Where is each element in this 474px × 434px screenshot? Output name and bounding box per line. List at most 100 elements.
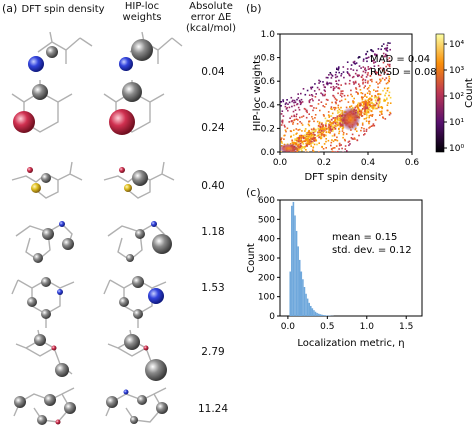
- heatmap-cell: [386, 97, 388, 100]
- heatmap-cell: [325, 103, 327, 105]
- heatmap-cells: [280, 42, 392, 152]
- heatmap-cell: [364, 93, 366, 96]
- heatmap-cell: [347, 141, 350, 143]
- heatmap-cell: [382, 43, 385, 45]
- heatmap-cell: [337, 150, 339, 152]
- heatmap-cell: [280, 105, 282, 107]
- heatmap-cell: [371, 114, 374, 116]
- heatmap-cell: [293, 129, 295, 131]
- heatmap-cell: [362, 82, 364, 85]
- heatmap-cell: [336, 110, 339, 112]
- heatmap-cell: [336, 115, 339, 118]
- heatmap-cell: [358, 65, 361, 67]
- heatmap-cell: [355, 105, 358, 108]
- histogram-bar: [314, 311, 317, 316]
- heatmap-cell: [361, 97, 363, 100]
- heatmap-cell: [386, 109, 389, 112]
- heatmap-cell: [371, 101, 373, 104]
- heatmap-cell: [296, 139, 298, 142]
- heatmap-cell: [334, 74, 337, 76]
- heatmap-cell: [347, 101, 350, 103]
- heatmap-cell: [374, 119, 377, 121]
- heatmap-cell: [357, 93, 359, 95]
- heatmap-cell: [331, 112, 334, 115]
- heatmap-cell: [310, 145, 312, 147]
- colorbar-tick-label: 10³: [449, 66, 464, 76]
- heatmap-cell: [350, 64, 353, 66]
- heatmap-cell: [362, 96, 364, 99]
- heatmap-cell: [364, 67, 366, 69]
- heatmap-cell: [384, 99, 386, 102]
- heatmap-cell: [302, 136, 305, 138]
- heatmap-cell: [337, 87, 339, 89]
- heatmap-cell: [293, 99, 296, 102]
- heatmap-cell: [376, 71, 379, 74]
- heatmap-cell: [320, 137, 322, 140]
- heatmap-cell: [330, 122, 333, 125]
- y-tick-label: 0.6: [261, 77, 276, 87]
- heatmap-cell: [385, 53, 387, 56]
- y-tick-label: 1.0: [261, 30, 276, 40]
- heatmap-cell: [344, 98, 347, 101]
- y-tick-label: 0.2: [261, 124, 275, 134]
- heatmap-cell: [370, 97, 372, 100]
- heatmap-cell: [358, 134, 360, 137]
- heatmap-cell: [357, 109, 360, 112]
- heatmap-cell: [382, 116, 384, 118]
- heatmap-cell: [291, 100, 293, 103]
- heatmap-cell: [281, 122, 284, 124]
- heatmap-cell: [388, 75, 390, 78]
- heatmap-cell: [281, 119, 284, 122]
- heatmap-cell: [362, 78, 365, 80]
- heatmap-cell: [316, 86, 319, 89]
- heatmap-cell: [378, 97, 381, 100]
- heatmap-cell: [291, 120, 293, 122]
- heatmap-cell: [388, 65, 391, 68]
- heatmap-cell: [296, 137, 299, 139]
- heatmap-cell: [327, 126, 330, 128]
- heatmap-cell: [312, 131, 315, 134]
- heatmap-cell: [351, 95, 353, 98]
- heatmap-cell: [353, 83, 355, 85]
- heatmap-cell: [312, 129, 315, 132]
- heatmap-cell: [372, 59, 375, 62]
- heatmap-cell: [345, 133, 348, 135]
- heatmap-cell: [340, 92, 342, 95]
- heatmap-cell: [323, 128, 326, 131]
- heatmap-cell: [386, 54, 388, 57]
- heatmap-cell: [336, 116, 339, 119]
- heatmap-cell: [365, 120, 368, 122]
- heatmap-cell: [301, 101, 304, 103]
- heatmap-cell: [339, 113, 342, 116]
- heatmap-cell: [298, 148, 301, 151]
- heatmap-cell: [360, 76, 363, 78]
- heatmap-cell: [366, 73, 369, 76]
- heatmap-cell: [331, 108, 333, 110]
- heatmap-cell: [332, 85, 335, 88]
- heatmap-cell: [333, 151, 336, 152]
- heatmap-cell: [346, 150, 348, 152]
- heatmap-cell: [357, 75, 359, 78]
- heatmap-cell: [307, 135, 310, 138]
- heatmap-cell: [325, 122, 327, 125]
- histogram-bar: [313, 310, 315, 316]
- heatmap-cell: [292, 134, 295, 136]
- heatmap-cell: [373, 124, 376, 127]
- heatmap-cell: [332, 89, 335, 91]
- heatmap-cell: [388, 77, 391, 80]
- heatmap-cell: [335, 86, 338, 88]
- heatmap-cell: [314, 130, 317, 133]
- heatmap-cell: [280, 101, 282, 103]
- heatmap-cell: [300, 140, 302, 143]
- heatmap-cell: [341, 128, 344, 130]
- heatmap-cell: [364, 81, 367, 84]
- heatmap-cell: [287, 109, 289, 112]
- heatmap-cell: [334, 127, 337, 130]
- heatmap-cell: [386, 59, 389, 61]
- heatmap-cell: [362, 81, 364, 84]
- heatmap-cell: [331, 150, 334, 152]
- heatmap-cell: [363, 86, 365, 89]
- heatmap-cell: [384, 94, 386, 97]
- heatmap-cell: [349, 105, 351, 108]
- heatmap-cell: [348, 140, 351, 143]
